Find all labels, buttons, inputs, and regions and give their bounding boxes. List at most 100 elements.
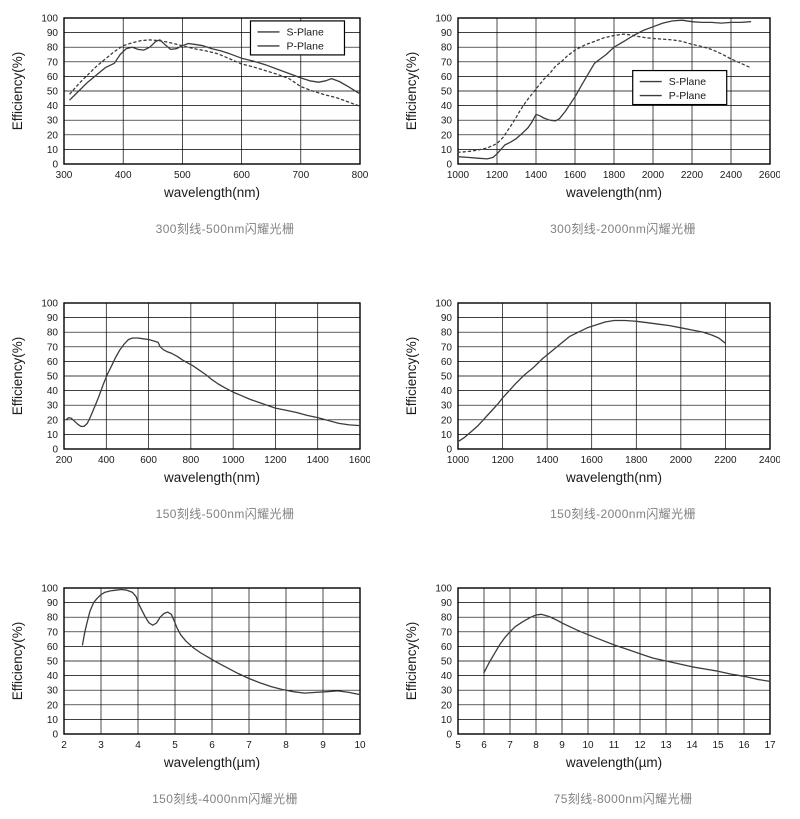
- y-tick-label: 0: [52, 730, 58, 741]
- chart-150-500-canvas: 200 400 600 800 1000 1200 1400 1600 0 10 20 30 40 50 6…: [10, 299, 370, 486]
- y-tick-label: 100: [435, 299, 452, 310]
- chart-block-75-8000: 5 6 7 8 9 10 11 12 13 14 15 16 17 0 10 20 30 40 50 60 70 80 90…: [400, 578, 800, 807]
- x-tick-label: 2200: [714, 455, 737, 466]
- y-tick-label: 80: [47, 613, 59, 624]
- x-tick-label: 400: [115, 170, 132, 181]
- y-tick-label: 40: [441, 671, 453, 682]
- plot-border: [63, 587, 361, 735]
- x-tick-label: 2: [61, 740, 67, 751]
- y-tick-label: 80: [441, 613, 453, 624]
- y-tick-label: 90: [47, 28, 59, 39]
- y-tick-label: 0: [52, 160, 58, 171]
- x-tick-label: 7: [246, 740, 252, 751]
- series-efficiency: [457, 319, 727, 443]
- y-tick-label: 90: [47, 598, 59, 609]
- series-efficiency: [81, 588, 361, 696]
- chart-block-150-500: 200 400 600 800 1000 1200 1400 1600 0 10 20 30 40 50 6…: [6, 293, 398, 522]
- x-tick-label: 400: [98, 455, 115, 466]
- chart-block-150-2000: 1000 1200 1400 1600 1800 2000 2200 2400 0 10 20 30 4…: [400, 293, 800, 522]
- y-tick-label: 40: [47, 101, 59, 112]
- x-tick-label: 1200: [264, 455, 287, 466]
- x-tick-label: 300: [56, 170, 73, 181]
- series-p-plane: [69, 39, 361, 107]
- y-axis-label: Efficiency(%): [10, 337, 25, 416]
- y-tick-label: 40: [441, 101, 453, 112]
- y-tick-label: 90: [441, 313, 453, 324]
- y-tick-label: 10: [47, 430, 59, 441]
- y-tick-label: 90: [47, 313, 59, 324]
- x-tick-label: 2000: [642, 170, 665, 181]
- y-tick-label: 10: [441, 715, 453, 726]
- y-tick-label: 0: [446, 730, 452, 741]
- plot-border: [457, 17, 771, 165]
- x-tick-label: 7: [507, 740, 513, 751]
- y-tick-label: 100: [435, 14, 452, 25]
- y-tick-label: 0: [52, 445, 58, 456]
- x-axis-label: wavelength(nm): [163, 470, 260, 485]
- x-tick-label: 4: [135, 740, 141, 751]
- y-tick-label: 70: [441, 57, 453, 68]
- x-tick-label: 11: [609, 740, 620, 751]
- legend-label: S-Plane: [286, 26, 324, 38]
- y-tick-label: 40: [441, 386, 453, 397]
- x-tick-label: 14: [686, 740, 698, 751]
- y-tick-label: 30: [441, 401, 453, 412]
- x-tick-label: 1600: [581, 455, 604, 466]
- chart-caption-150-2000: 150刻线-2000nm闪耀光栅: [550, 507, 696, 521]
- x-tick-label: 1400: [536, 455, 559, 466]
- y-tick-label: 60: [441, 72, 453, 83]
- y-tick-label: 10: [47, 715, 59, 726]
- x-axis-label: wavelength(nm): [163, 185, 260, 200]
- y-tick-label: 50: [47, 657, 59, 668]
- y-tick-label: 0: [446, 445, 452, 456]
- chart-300-500-canvas: S-Plane P-Plane 300 400 500 600 700 800 0 10 20 30 4…: [10, 14, 369, 201]
- x-tick-label: 1800: [625, 455, 648, 466]
- series-p-plane: [457, 33, 752, 153]
- y-tick-label: 80: [47, 43, 59, 54]
- y-tick-label: 90: [441, 28, 453, 39]
- y-tick-label: 80: [441, 43, 453, 54]
- chart-caption-150-4000: 150刻线-4000nm闪耀光栅: [152, 792, 298, 806]
- x-tick-label: 1000: [447, 455, 470, 466]
- y-tick-label: 50: [441, 657, 453, 668]
- series-s-plane: [69, 39, 361, 101]
- x-axis-label: wavelength(µm): [163, 755, 260, 770]
- y-axis-label: Efficiency(%): [404, 622, 419, 701]
- y-tick-label: 20: [47, 415, 59, 426]
- x-tick-label: 10: [582, 740, 594, 751]
- x-tick-label: 2200: [681, 170, 704, 181]
- chart-caption-75-8000: 75刻线-8000nm闪耀光栅: [553, 792, 693, 806]
- x-tick-label: 1800: [603, 170, 626, 181]
- chart-caption-300-500: 300刻线-500nm闪耀光栅: [155, 222, 295, 236]
- chart-150-4000-canvas: 2 3 4 5 6 7 8 9 100102030405060708090100waveleng…: [10, 584, 366, 771]
- x-tick-label: 10: [354, 740, 366, 751]
- x-tick-label: 6: [209, 740, 215, 751]
- chart-caption-150-500: 150刻线-500nm闪耀光栅: [155, 507, 295, 521]
- y-tick-label: 70: [47, 342, 59, 353]
- x-tick-label: 16: [738, 740, 750, 751]
- x-tick-label: 500: [174, 170, 191, 181]
- y-tick-label: 20: [441, 415, 453, 426]
- y-tick-label: 20: [441, 700, 453, 711]
- x-tick-label: 5: [172, 740, 178, 751]
- x-tick-label: 3: [98, 740, 104, 751]
- x-tick-label: 1200: [486, 170, 509, 181]
- x-axis-label: wavelength(nm): [565, 470, 662, 485]
- y-tick-label: 50: [441, 372, 453, 383]
- y-tick-label: 60: [441, 357, 453, 368]
- y-tick-label: 50: [441, 87, 453, 98]
- y-tick-label: 20: [47, 130, 59, 141]
- y-tick-label: 30: [47, 401, 59, 412]
- legend-label: P-Plane: [669, 90, 707, 102]
- y-axis-label: Efficiency(%): [10, 622, 25, 701]
- y-axis-label: Efficiency(%): [404, 337, 419, 416]
- x-tick-label: 2400: [720, 170, 743, 181]
- x-tick-label: 5: [455, 740, 461, 751]
- x-tick-label: 1600: [564, 170, 587, 181]
- x-tick-label: 1000: [222, 455, 245, 466]
- x-tick-label: 17: [764, 740, 776, 751]
- chart-150-2000-canvas: 1000 1200 1400 1600 1800 2000 2200 2400 0 10 20 30 4…: [404, 299, 780, 486]
- y-tick-label: 90: [441, 598, 453, 609]
- x-tick-label: 700: [292, 170, 309, 181]
